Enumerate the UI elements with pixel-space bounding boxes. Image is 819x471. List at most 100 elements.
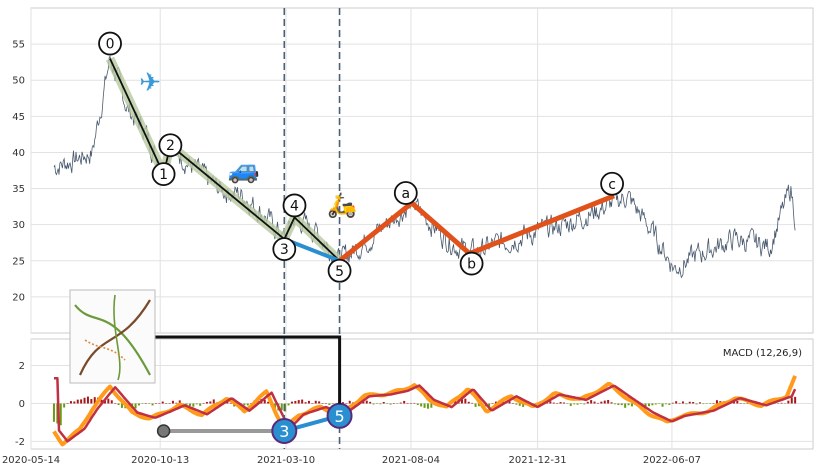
macd-histogram-bar [348, 400, 351, 404]
macd-histogram-bar [314, 400, 317, 404]
macd-histogram-bar [311, 403, 314, 404]
macd-histogram-bar [307, 400, 310, 404]
macd-histogram-bar [93, 397, 96, 404]
macd-histogram-bar [678, 402, 681, 404]
macd-histogram-bar [794, 396, 797, 404]
macd-histogram-bar [508, 401, 511, 404]
macd-histogram-bar [297, 400, 300, 404]
overlay-layer [105, 8, 616, 449]
macd-histogram-bar [695, 403, 698, 405]
inset-connector-line [155, 335, 342, 404]
macd-histogram-bar [746, 403, 749, 404]
macd-histogram-bar [552, 402, 555, 404]
macd-histogram-bar [331, 403, 334, 404]
macd-histogram-bar [647, 403, 650, 407]
macd-histogram-bar [386, 403, 389, 404]
macd-histogram-bar [607, 399, 610, 404]
macd-histogram-bar [137, 403, 140, 406]
macd-histogram-bar [199, 403, 202, 406]
macd-histogram-bar [464, 398, 467, 404]
wave-label: c [608, 177, 616, 193]
x-tick-label: 2022-06-07 [643, 455, 701, 466]
macd-divergence-marker [271, 417, 298, 444]
wave-label: 1 [159, 167, 168, 183]
macd-histogram-bar [780, 402, 783, 404]
macd-histogram-bar [212, 399, 215, 404]
macd-histogram-bar [318, 401, 321, 404]
macd-histogram-bar [423, 403, 426, 408]
macd-histogram-bar [787, 400, 790, 404]
wave-label-circle [459, 251, 484, 276]
macd-histogram-bar [195, 403, 198, 405]
macd-histogram-bar [454, 400, 457, 404]
wave-label-circle [98, 31, 122, 56]
macd-histogram-bar [246, 403, 249, 406]
macd-histogram-bar [413, 402, 416, 404]
macd-histogram-bar [736, 400, 739, 404]
macd-histogram-bar [389, 403, 392, 405]
macd-y-tick-label: 0 [19, 399, 25, 410]
x-tick-label: 2021-03-10 [257, 455, 315, 466]
macd-histogram-bar [202, 403, 205, 404]
inset-curve [74, 304, 151, 376]
macd-histogram-bar [569, 403, 572, 406]
wave-label-circle [327, 258, 352, 283]
macd-histogram-bar [229, 403, 232, 404]
macd-histogram-bar [596, 402, 599, 404]
macd-histogram-bar [188, 403, 191, 407]
macd-histogram-bar [474, 403, 477, 407]
macd-histogram-bar [488, 403, 491, 407]
macd-divergence-label: 3 [279, 422, 289, 441]
wave-label: 2 [166, 138, 175, 154]
macd-histogram-bar [273, 403, 276, 409]
wave-label: 3 [280, 242, 289, 258]
macd-histogram-bar [158, 403, 161, 404]
macd-histogram-bar [426, 403, 429, 409]
macd-histogram-bar [287, 403, 290, 406]
inset-curve [78, 299, 151, 376]
price-y-tick-label: 50 [12, 76, 25, 87]
macd-histogram-bar [175, 402, 178, 404]
macd-histogram-bar [280, 403, 283, 411]
macd-histogram-bar [267, 401, 270, 404]
macd-histogram-bar [399, 402, 402, 404]
price-panel-frame [30, 7, 814, 334]
macd-histogram-bar [103, 400, 106, 404]
macd-histogram-bar [151, 403, 154, 406]
macd-histogram-bar [467, 401, 470, 404]
macd-histogram-bar [675, 401, 678, 404]
macd-histogram-bar [76, 399, 79, 404]
macd-histogram-bar [144, 403, 147, 404]
wave-label-circle [600, 171, 624, 196]
macd-histogram-bar [494, 401, 497, 404]
macd-histogram-bar [409, 403, 412, 404]
macd-histogram-bar [620, 403, 623, 406]
macd-histogram-bar [477, 403, 480, 407]
macd-histogram-bar [178, 400, 181, 404]
macd-histogram-bar [715, 400, 718, 404]
macd-histogram-bar [515, 403, 518, 405]
macd-histogram-bar [324, 403, 327, 404]
macd-histogram-bar [148, 403, 151, 404]
price-y-tick-label: 45 [12, 112, 25, 123]
macd-histogram-bar [624, 403, 627, 408]
wave-label-circle [282, 193, 307, 218]
macd-histogram-bar [522, 403, 525, 407]
macd-histogram-bar [396, 403, 399, 404]
macd-histogram-bar [185, 403, 188, 405]
macd-histogram-bar [205, 401, 208, 404]
macd-histogram-bar [702, 403, 705, 405]
macd-histogram-bar [209, 401, 212, 404]
macd-histogram-bar [110, 400, 113, 404]
macd-histogram-bar [66, 403, 69, 404]
macd-histogram-bar [654, 403, 657, 405]
wave-label-circle [151, 162, 176, 187]
x-tick-label: 2021-08-04 [382, 455, 440, 466]
macd-histogram-bar [518, 403, 521, 406]
x-tick-label: 2020-05-14 [2, 455, 60, 466]
macd-histogram-bar [739, 403, 742, 404]
macd-histogram-bar [250, 403, 253, 404]
wave-label: b [467, 257, 476, 273]
macd-histogram-bar [171, 400, 174, 404]
